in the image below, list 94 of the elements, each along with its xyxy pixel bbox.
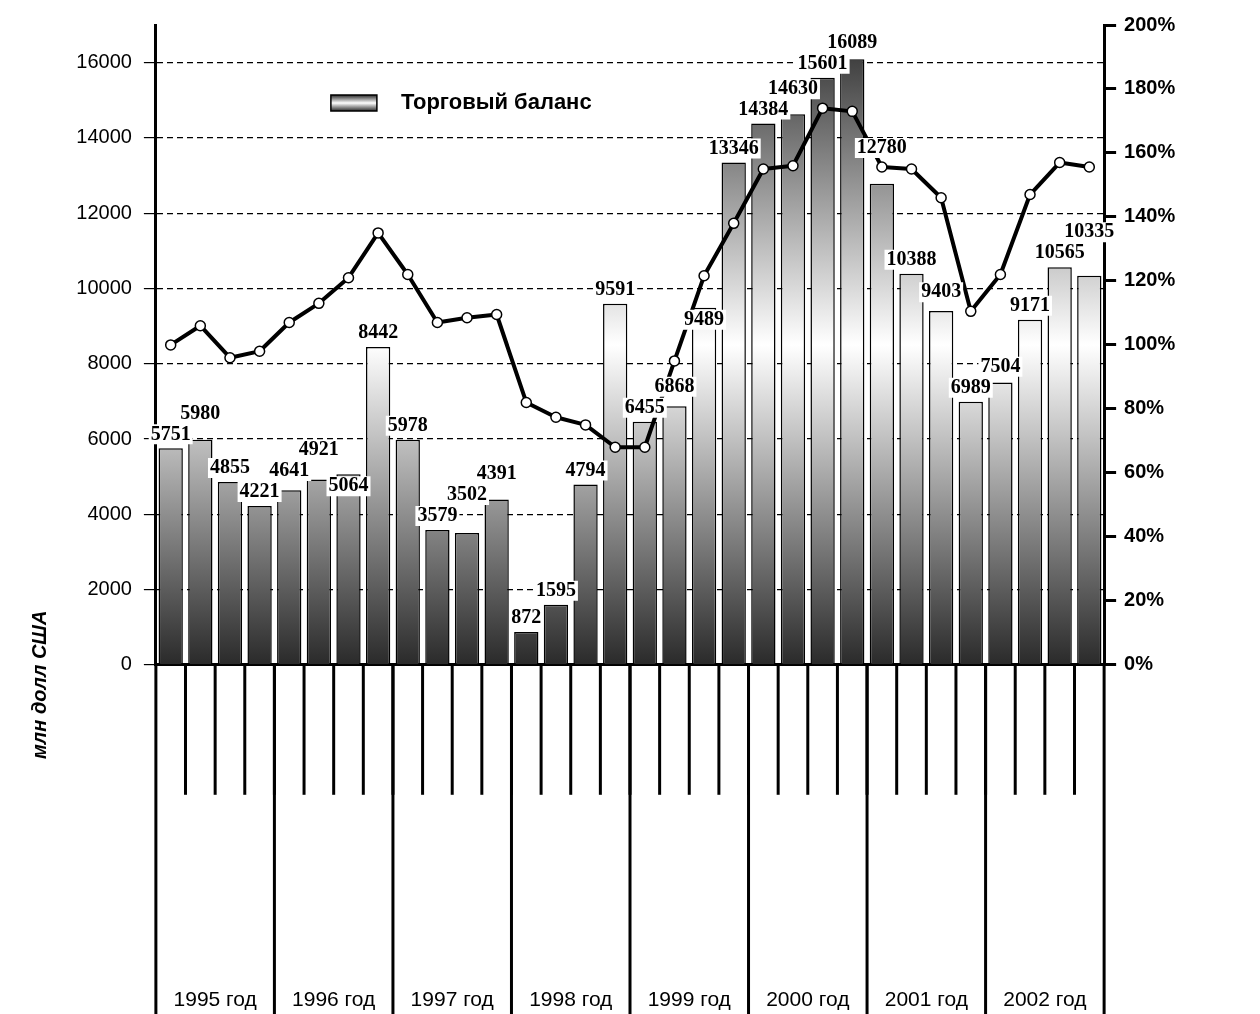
y2-tick-label: 100% <box>1124 332 1176 355</box>
point <box>579 419 592 431</box>
text: 1998 год <box>529 986 613 1010</box>
point <box>1053 156 1066 169</box>
data-label: 10388 <box>886 247 937 270</box>
point <box>164 339 177 351</box>
text: 1996 год <box>292 986 376 1010</box>
point <box>757 163 770 175</box>
data-label: 5980 <box>180 400 221 423</box>
point <box>639 441 651 454</box>
data-label: 8442 <box>358 320 399 343</box>
data-label: 6989 <box>950 374 991 397</box>
text: 2001 год <box>884 986 968 1010</box>
data-label: 5064 <box>328 473 369 496</box>
data-label: 4641 <box>269 458 310 481</box>
point <box>816 102 829 114</box>
y-tick-label: 14000 <box>76 125 132 148</box>
point <box>283 316 295 329</box>
y-tick-label: 6000 <box>87 426 132 449</box>
data-label: 4921 <box>298 437 339 460</box>
point <box>787 160 799 172</box>
point <box>609 441 621 454</box>
data-label: 3579 <box>417 503 458 526</box>
y2-tick-label: 140% <box>1124 204 1176 227</box>
data-label: 6455 <box>624 395 665 418</box>
data-label: 16089 <box>827 29 878 52</box>
point <box>876 161 888 173</box>
data-label: 872 <box>511 605 542 628</box>
y2-tick-label: 0% <box>1124 652 1154 675</box>
y2-tick-label: 60% <box>1124 460 1165 483</box>
point <box>994 268 1007 281</box>
y2-tick-label: 200% <box>1124 12 1176 35</box>
data-label: 15601 <box>797 50 848 73</box>
point <box>224 351 236 364</box>
point <box>550 411 562 423</box>
y2-tick-label: 80% <box>1124 396 1165 419</box>
y-axis-title: млн долл США <box>27 610 50 759</box>
point <box>372 227 384 239</box>
y-tick-label: 12000 <box>76 200 132 223</box>
point <box>342 271 355 284</box>
point <box>313 297 325 310</box>
y-tick-label: 0 <box>120 652 132 675</box>
text: 1997 год <box>410 986 494 1010</box>
text: 2002 год <box>1003 986 1087 1010</box>
legend-label: Торговый баланс <box>400 89 592 115</box>
text: 1995 год <box>173 986 257 1010</box>
point <box>935 192 947 204</box>
point <box>490 308 503 321</box>
data-label: 14630 <box>767 76 818 99</box>
point <box>905 163 918 175</box>
y-tick-label: 10000 <box>76 275 132 298</box>
data-label: 13346 <box>708 135 759 158</box>
point <box>194 319 207 332</box>
data-label: 5978 <box>387 412 428 435</box>
data-label: 4855 <box>209 455 250 478</box>
data-label: 10565 <box>1034 240 1085 263</box>
data-label: 4221 <box>239 479 280 502</box>
data-label: 7504 <box>980 353 1021 376</box>
data-label: 3502 <box>447 482 488 505</box>
data-label: 4391 <box>476 461 517 484</box>
data-label: 12780 <box>856 135 907 158</box>
y2-tick-label: 20% <box>1124 588 1165 611</box>
point <box>431 316 444 329</box>
point <box>668 355 681 367</box>
data-label: 9591 <box>595 277 636 300</box>
y-tick-label: 2000 <box>87 577 132 600</box>
y-tick-label: 4000 <box>87 501 132 524</box>
y-tick-label: 16000 <box>76 50 132 73</box>
point <box>846 105 858 118</box>
point <box>1024 188 1036 201</box>
point <box>1083 161 1096 173</box>
y2-tick-label: 160% <box>1124 140 1176 163</box>
point <box>698 270 710 282</box>
y2-tick-label: 120% <box>1124 268 1176 291</box>
point <box>461 311 473 324</box>
text: 1999 год <box>647 986 731 1010</box>
point <box>727 217 740 230</box>
data-label: 9489 <box>684 306 725 329</box>
y2-tick-label: 180% <box>1124 76 1176 99</box>
data-label: 4794 <box>565 457 606 480</box>
data-label: 9171 <box>1010 292 1051 315</box>
y-tick-label: 8000 <box>87 351 132 374</box>
data-label: 1595 <box>535 577 576 600</box>
point <box>402 268 414 281</box>
point <box>965 305 977 318</box>
data-label: 14384 <box>738 96 789 119</box>
data-label: 6868 <box>654 374 695 397</box>
text: 2000 год <box>766 986 850 1010</box>
data-label: 9403 <box>921 279 962 302</box>
y2-tick-label: 40% <box>1124 524 1165 547</box>
data-label: 5751 <box>150 421 191 444</box>
point <box>520 396 533 409</box>
point <box>253 345 266 358</box>
data-label: 10335 <box>1064 219 1115 242</box>
